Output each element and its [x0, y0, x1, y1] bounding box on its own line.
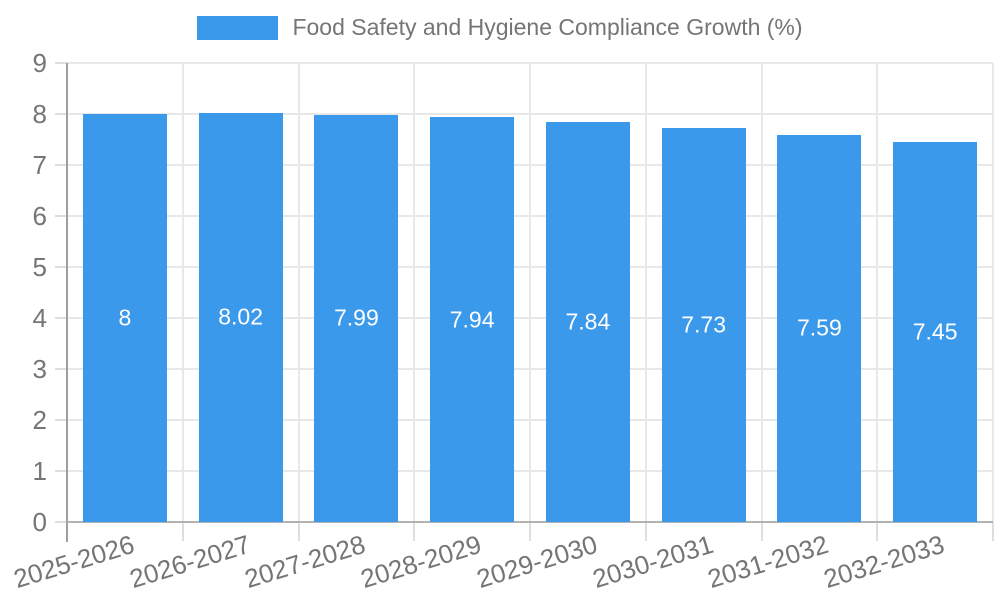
y-tick-label: 3	[32, 354, 47, 384]
v-gridline	[413, 63, 416, 522]
legend-label[interactable]: Food Safety and Hygiene Compliance Growt…	[292, 14, 803, 40]
bar[interactable]	[893, 142, 978, 522]
y-tick-label: 0	[32, 507, 47, 537]
y-tick-label: 7	[32, 150, 47, 180]
legend-swatch[interactable]	[197, 15, 279, 40]
bar[interactable]	[545, 122, 630, 522]
y-tick	[55, 62, 67, 64]
bar-value-label: 7.59	[796, 314, 842, 341]
bar[interactable]	[777, 134, 862, 522]
y-axis-line	[66, 63, 68, 542]
bar[interactable]	[430, 117, 515, 522]
v-gridline	[644, 63, 647, 522]
y-tick	[55, 215, 67, 217]
bar-value-label: 7.45	[912, 318, 958, 345]
y-tick	[55, 470, 67, 472]
v-gridline	[876, 63, 879, 522]
bar[interactable]	[314, 114, 399, 522]
bar-value-label: 7.73	[681, 311, 727, 338]
y-tick	[55, 419, 67, 421]
bar-value-label: 7.99	[333, 304, 379, 331]
v-gridline	[760, 63, 763, 522]
bar[interactable]	[661, 127, 746, 522]
y-tick	[55, 113, 67, 115]
y-tick	[55, 368, 67, 370]
v-gridline	[529, 63, 531, 522]
y-tick-label: 6	[32, 201, 47, 231]
bar-value-label: 7.94	[449, 306, 495, 333]
y-tick	[55, 317, 67, 319]
y-tick-label: 2	[32, 405, 47, 435]
bar[interactable]	[198, 112, 283, 522]
bar[interactable]	[82, 114, 167, 522]
x-tick	[644, 522, 647, 541]
bar-value-label: 7.84	[565, 308, 611, 335]
y-tick-label: 9	[32, 48, 47, 78]
v-gridline	[297, 63, 300, 522]
y-tick	[55, 164, 67, 166]
x-tick	[876, 522, 879, 541]
y-tick-label: 8	[32, 99, 47, 129]
y-tick-label: 4	[32, 303, 47, 333]
y-tick-label: 1	[32, 456, 47, 486]
legend[interactable]: Food Safety and Hygiene Compliance Growt…	[0, 14, 1000, 41]
x-tick	[181, 522, 184, 541]
y-tick	[55, 266, 67, 268]
x-tick	[529, 522, 531, 541]
x-tick	[297, 522, 300, 541]
x-tick	[992, 522, 994, 541]
y-tick-label: 5	[32, 252, 47, 282]
v-gridline	[181, 63, 184, 522]
bar-value-label: 8.02	[218, 303, 264, 330]
x-tick	[760, 522, 763, 541]
x-axis-line	[67, 521, 993, 523]
x-tick	[413, 522, 416, 541]
y-tick	[55, 521, 67, 523]
v-gridline	[992, 63, 994, 522]
bar-value-label: 8	[118, 304, 132, 331]
